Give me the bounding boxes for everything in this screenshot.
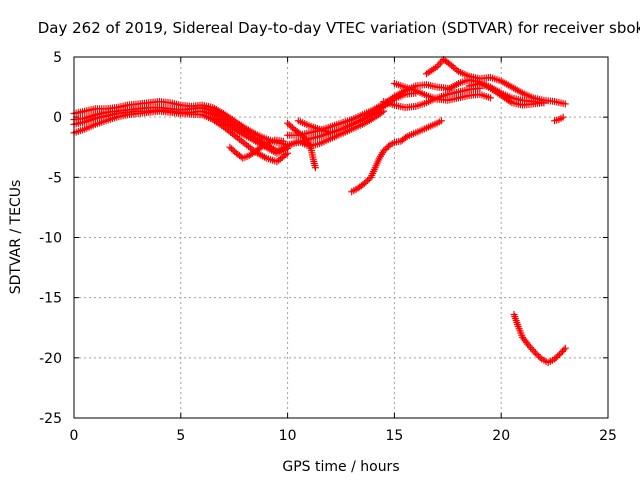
y-tick-label: -15	[39, 291, 62, 307]
y-tick-label: -20	[39, 351, 62, 367]
series-arc-14	[348, 117, 445, 196]
y-axis-label: SDTVAR / TECUs	[8, 180, 24, 295]
plot-frame	[73, 56, 609, 419]
series-arc-15	[510, 311, 569, 367]
data-layer	[70, 55, 569, 367]
y-tick-label: 5	[53, 50, 62, 66]
chart-title: Day 262 of 2019, Sidereal Day-to-day VTE…	[38, 19, 640, 37]
y-tick-label: 0	[53, 110, 62, 126]
x-tick-label: 5	[176, 428, 185, 444]
x-tick-label: 15	[385, 428, 403, 444]
axes: 0 5 10 15 20 25 -25 -20 -15 -10 -5 0 5	[39, 50, 617, 444]
x-tick-label: 25	[599, 428, 617, 444]
y-tick-label: -5	[48, 170, 62, 186]
series-arc-8	[294, 117, 334, 137]
x-tick-label: 20	[492, 428, 510, 444]
series-arc-5	[226, 136, 287, 162]
series-arc-10	[380, 84, 484, 112]
series-arc-4	[70, 107, 292, 166]
grid	[74, 57, 608, 418]
x-tick-label: 10	[279, 428, 297, 444]
series-arc-13	[465, 79, 548, 109]
x-tick-label: 0	[70, 428, 79, 444]
x-axis-label: GPS time / hours	[282, 459, 399, 475]
y-tick-label: -10	[39, 231, 62, 247]
y-tick-label: -25	[39, 411, 62, 427]
series-arc-16	[551, 113, 567, 125]
